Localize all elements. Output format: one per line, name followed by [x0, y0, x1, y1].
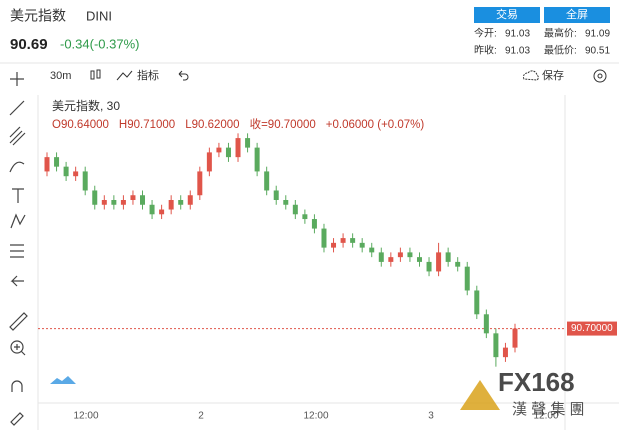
symbol-code: DINI	[86, 8, 112, 23]
save[interactable]: 保存	[542, 68, 564, 82]
fullscreen-label: 全屏	[566, 7, 588, 21]
candle-body	[178, 200, 184, 205]
x-tick-label: 12:00	[73, 411, 98, 422]
candle-body	[493, 333, 499, 358]
candle-body	[388, 257, 394, 262]
last-price-tag	[567, 321, 617, 336]
candle-body	[474, 290, 480, 315]
stat: 91.03	[505, 46, 530, 57]
candle-body	[378, 252, 384, 262]
candle-body	[369, 247, 375, 253]
legend-title: 美元指数, 30	[52, 98, 120, 113]
candle-body	[63, 166, 69, 177]
ohlc-value: L90.62000	[185, 119, 239, 131]
last-price-label: 90.70000	[571, 323, 613, 334]
candle-body	[350, 238, 356, 243]
candle-body	[311, 219, 317, 229]
candle-body	[120, 200, 126, 205]
ohlc-value: 收=90.70000	[250, 117, 316, 131]
stat: 90.51	[585, 46, 610, 57]
candle-body	[73, 171, 79, 177]
candle-body	[321, 228, 327, 248]
candle-body	[273, 190, 279, 200]
watermark-brand: FX168	[498, 367, 575, 397]
candle-body	[101, 200, 107, 205]
x-tick-label: 3	[428, 411, 434, 422]
candle-body	[111, 200, 117, 205]
candle-body	[197, 171, 203, 196]
ohlc-value: O90.64000	[52, 119, 109, 131]
candle-body	[397, 252, 403, 258]
candle-body	[140, 195, 146, 205]
candle-body	[225, 147, 231, 158]
left-toolbar	[9, 72, 28, 426]
candle-body	[130, 195, 136, 200]
candle-body	[159, 209, 165, 215]
change: -0.34(-0.37%)	[60, 36, 139, 51]
stat: 最低价:	[544, 44, 577, 57]
candle-body	[292, 204, 298, 215]
candle-body	[331, 242, 337, 248]
stat: 91.09	[585, 29, 610, 40]
cloud-icon	[50, 376, 76, 384]
ohlc-value: +0.06000 (+0.07%)	[326, 119, 425, 131]
candle-body	[416, 257, 422, 262]
candle-body	[168, 200, 174, 210]
candle-body	[44, 157, 50, 172]
candle-body	[187, 195, 193, 205]
candle-body	[235, 138, 241, 158]
x-tick-label: 12:00	[533, 411, 558, 422]
candle-body	[455, 261, 461, 267]
candle-body	[302, 214, 308, 220]
stat: 今开:	[474, 27, 497, 40]
trade-label: 交易	[496, 7, 518, 21]
candle-body	[436, 252, 442, 272]
watermark-sub: 漢 聲 集 團	[512, 401, 585, 418]
candle-body	[445, 252, 451, 262]
candle-body	[206, 152, 212, 172]
ohlc-value: H90.71000	[119, 119, 175, 131]
stat: 91.03	[505, 29, 530, 40]
candle-body	[426, 261, 432, 272]
candle-body	[216, 147, 222, 153]
x-tick-label: 12:00	[303, 411, 328, 422]
stat: 昨收:	[474, 44, 497, 57]
candle-body	[54, 157, 60, 167]
candle-body	[464, 266, 470, 291]
trade-button[interactable]	[474, 7, 540, 23]
candle-body	[92, 190, 98, 205]
candle-body	[149, 204, 155, 215]
interval[interactable]: 30m	[50, 70, 71, 82]
candle-body	[245, 138, 251, 148]
toolbar-icons	[90, 69, 607, 83]
stat: 最高价:	[544, 27, 577, 40]
watermark-logo	[460, 380, 500, 410]
price: 90.69	[10, 36, 48, 53]
candle-body	[407, 252, 413, 258]
candle-body	[254, 147, 260, 172]
candle-body	[502, 347, 508, 358]
candle-body	[82, 171, 88, 191]
candle-body	[283, 200, 289, 205]
candle-body	[359, 242, 365, 248]
fullscreen-button[interactable]	[544, 7, 610, 23]
x-tick-label: 2	[198, 411, 204, 422]
candle-body	[340, 238, 346, 243]
candle-body	[512, 328, 518, 348]
candle-body	[483, 314, 489, 334]
symbol-name: 美元指数	[10, 8, 66, 24]
candle-body	[264, 171, 270, 191]
indicators[interactable]: 指标	[137, 68, 159, 82]
